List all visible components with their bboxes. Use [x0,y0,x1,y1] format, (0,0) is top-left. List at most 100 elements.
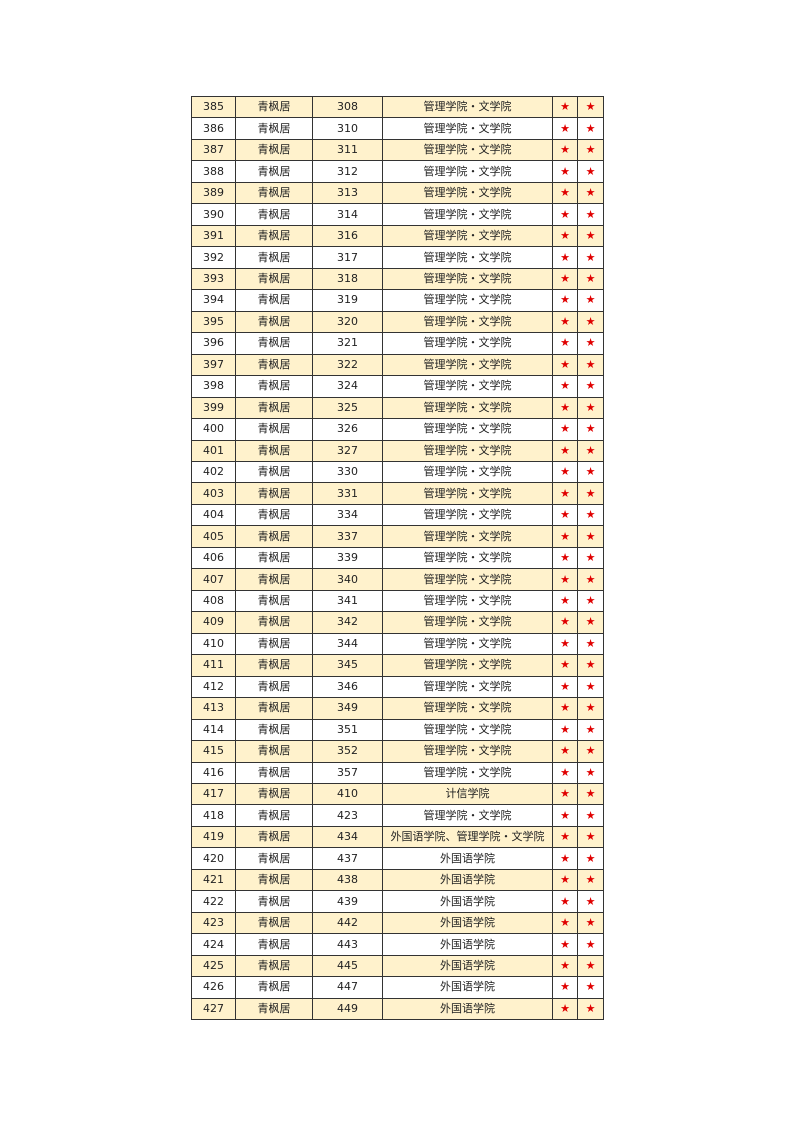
star-cell: ★ [577,997,604,1021]
table-row: 424 青枫居 443 外国语学院 ★ ★ [191,933,604,956]
room-number-cell: 326 [312,418,383,441]
star-cell: ★ [552,95,578,119]
building-cell: 青枫居 [235,224,313,248]
star-cell: ★ [577,525,604,548]
star-cell: ★ [577,396,604,420]
room-number-cell: 320 [312,310,383,334]
college-cell: 管理学院・文学院 [382,289,553,312]
building-cell: 青枫居 [235,761,313,785]
star-cell: ★ [577,246,604,269]
star-icon: ★ [560,658,570,672]
star-icon: ★ [560,765,570,779]
room-number-cell: 344 [312,632,383,656]
star-icon: ★ [560,551,570,565]
table-row: 415 青枫居 352 管理学院・文学院 ★ ★ [191,740,604,763]
star-cell: ★ [577,353,604,377]
college-cell: 管理学院・文学院 [382,418,553,441]
building-cell: 青枫居 [235,804,313,827]
star-icon: ★ [585,229,596,243]
star-icon: ★ [585,594,596,608]
star-icon: ★ [560,250,570,264]
table-row: 402 青枫居 330 管理学院・文学院 ★ ★ [191,460,604,484]
star-icon: ★ [560,937,570,951]
star-icon: ★ [585,400,596,414]
star-cell: ★ [577,138,604,162]
building-cell: 青枫居 [235,246,313,269]
star-cell: ★ [577,418,604,441]
star-icon: ★ [585,572,596,586]
star-icon: ★ [560,701,570,715]
row-number-cell: 421 [191,868,236,892]
college-cell: 管理学院・文学院 [382,332,553,355]
college-cell: 外国语学院 [382,911,553,935]
star-icon: ★ [560,722,570,736]
star-icon: ★ [585,916,596,930]
building-cell: 青枫居 [235,718,313,742]
star-icon: ★ [560,357,570,371]
star-icon: ★ [560,465,570,479]
star-icon: ★ [560,594,570,608]
star-icon: ★ [585,314,596,328]
college-cell: 管理学院・文学院 [382,160,553,183]
star-icon: ★ [585,679,596,693]
row-number-cell: 397 [191,353,236,377]
room-number-cell: 311 [312,138,383,162]
star-icon: ★ [585,851,596,865]
room-number-cell: 349 [312,697,383,720]
table-row: 419 青枫居 434 外国语学院、管理学院・文学院 ★ ★ [191,825,604,849]
star-icon: ★ [585,164,596,178]
college-cell: 管理学院・文学院 [382,804,553,827]
star-icon: ★ [585,100,596,114]
table-row: 397 青枫居 322 管理学院・文学院 ★ ★ [191,353,604,377]
row-number-cell: 399 [191,396,236,420]
building-cell: 青枫居 [235,589,313,613]
college-cell: 管理学院・文学院 [382,568,553,591]
star-icon: ★ [560,980,570,994]
star-icon: ★ [585,615,596,629]
college-cell: 管理学院・文学院 [382,138,553,162]
star-cell: ★ [552,203,578,226]
star-cell: ★ [577,267,604,291]
star-cell: ★ [552,418,578,441]
star-cell: ★ [552,353,578,377]
table-row: 411 青枫居 345 管理学院・文学院 ★ ★ [191,654,604,677]
star-cell: ★ [577,890,604,913]
star-cell: ★ [552,546,578,570]
table-row: 398 青枫居 324 管理学院・文学院 ★ ★ [191,375,604,398]
star-cell: ★ [577,181,604,205]
star-icon: ★ [560,851,570,865]
star-icon: ★ [585,379,596,393]
star-cell: ★ [552,267,578,291]
building-cell: 青枫居 [235,138,313,162]
table-row: 420 青枫居 437 外国语学院 ★ ★ [191,847,604,870]
star-icon: ★ [585,271,596,285]
row-number-cell: 414 [191,718,236,742]
building-cell: 青枫居 [235,868,313,892]
room-number-cell: 319 [312,289,383,312]
building-cell: 青枫居 [235,568,313,591]
table-row: 426 青枫居 447 外国语学院 ★ ★ [191,976,604,999]
star-icon: ★ [560,894,570,908]
star-cell: ★ [552,375,578,398]
building-cell: 青枫居 [235,289,313,312]
star-cell: ★ [577,804,604,827]
star-icon: ★ [560,100,570,114]
building-cell: 青枫居 [235,782,313,806]
star-cell: ★ [552,482,578,505]
room-number-cell: 308 [312,95,383,119]
star-icon: ★ [560,164,570,178]
star-icon: ★ [560,787,570,801]
table-row: 410 青枫居 344 管理学院・文学院 ★ ★ [191,632,604,656]
building-cell: 青枫居 [235,546,313,570]
table-row: 414 青枫居 351 管理学院・文学院 ★ ★ [191,718,604,742]
star-cell: ★ [552,332,578,355]
row-number-cell: 422 [191,890,236,913]
star-icon: ★ [585,186,596,200]
table-row: 400 青枫居 326 管理学院・文学院 ★ ★ [191,418,604,441]
college-cell: 管理学院・文学院 [382,740,553,763]
star-cell: ★ [552,525,578,548]
star-icon: ★ [585,701,596,715]
star-icon: ★ [560,293,570,307]
star-icon: ★ [560,143,570,157]
row-number-cell: 403 [191,482,236,505]
